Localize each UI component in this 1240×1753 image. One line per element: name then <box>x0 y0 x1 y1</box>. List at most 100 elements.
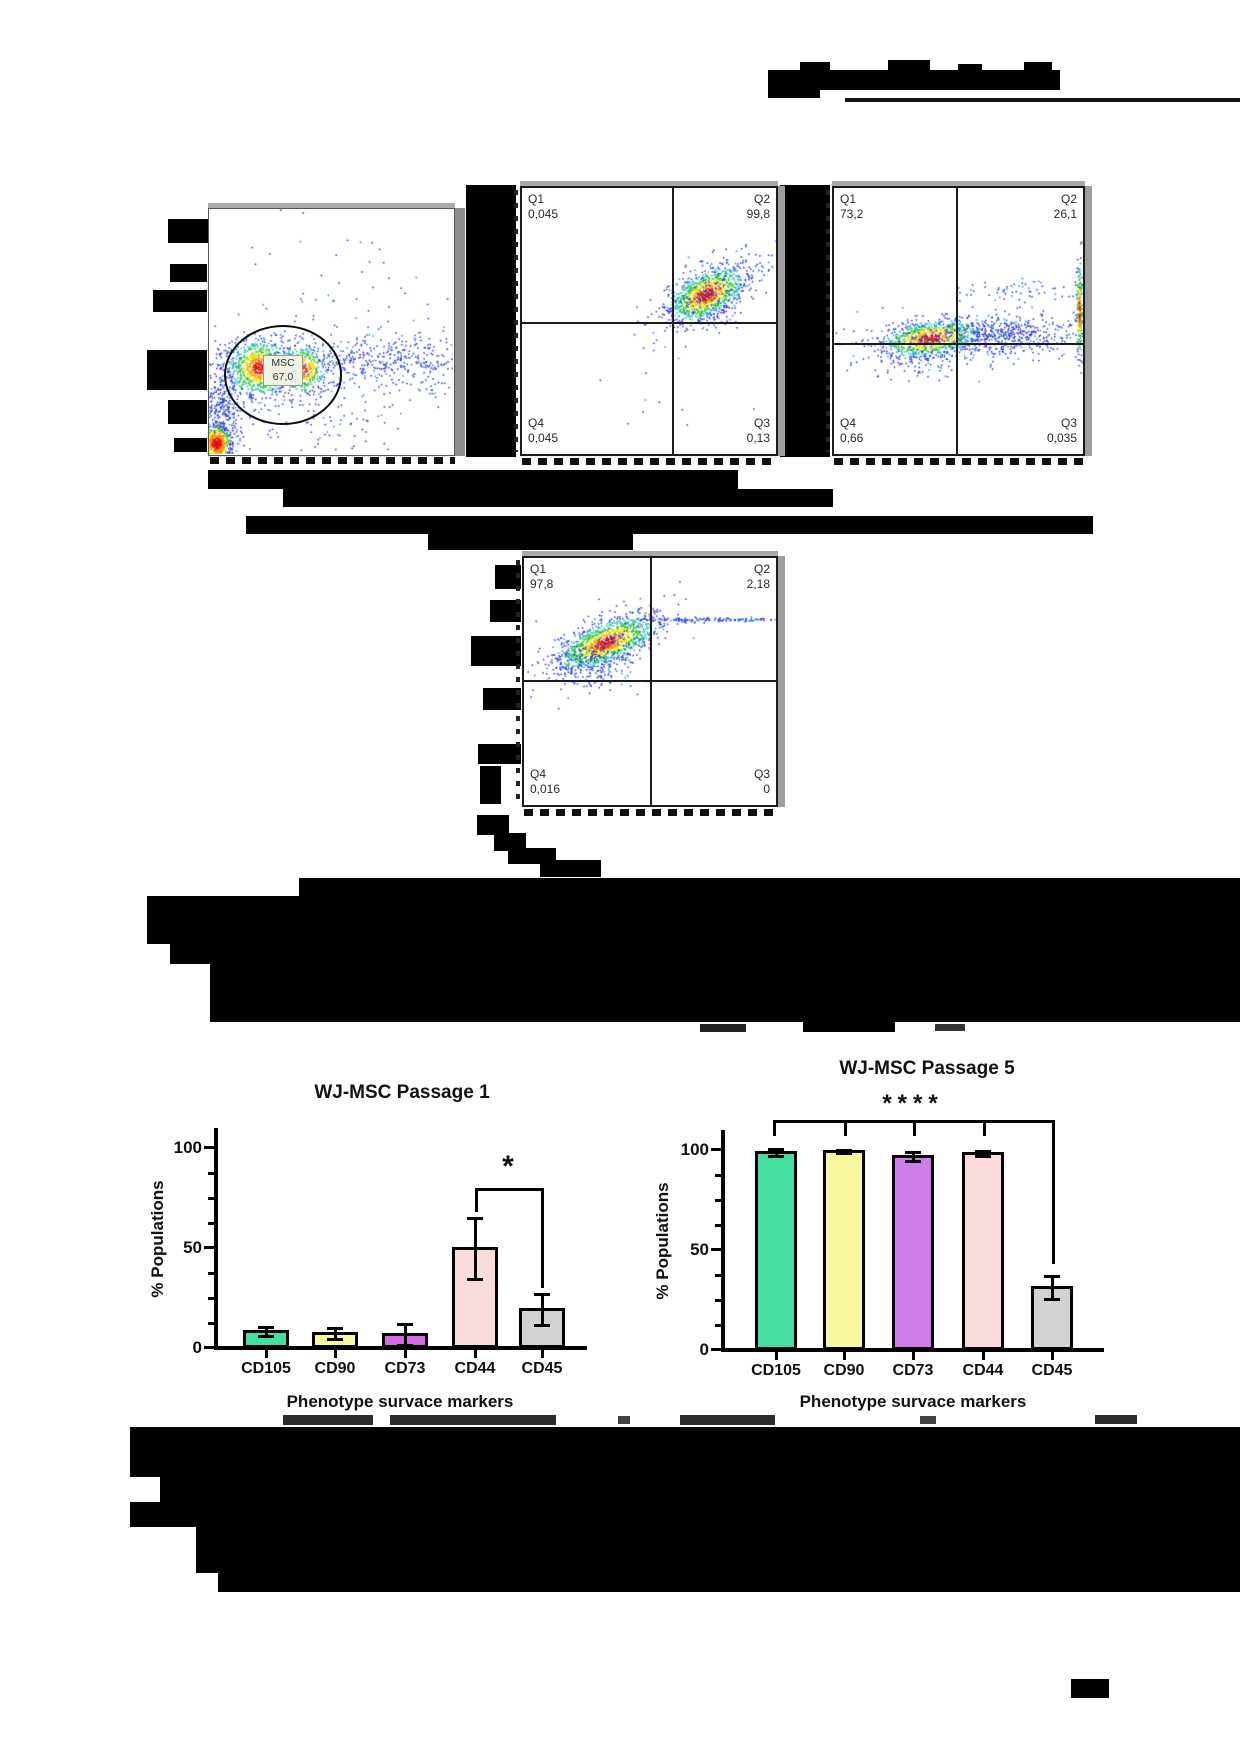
redaction-block <box>160 1477 1240 1502</box>
quadrant-divider-vertical <box>672 188 674 454</box>
significance-bracket-drop <box>1052 1120 1055 1264</box>
y-tick-label: 50 <box>690 1240 709 1259</box>
redaction-block <box>478 744 521 764</box>
quadrant-label-q2: Q2 26,1 <box>1053 192 1077 221</box>
error-bar-cap <box>975 1155 991 1158</box>
redaction-block <box>480 766 501 804</box>
x-axis-line <box>721 1348 1104 1352</box>
y-minor-tick <box>208 1222 214 1225</box>
error-bar-cap <box>905 1160 921 1163</box>
error-bar-cap <box>467 1278 483 1281</box>
error-bar-line <box>333 1328 337 1340</box>
redaction-block <box>130 1502 1240 1527</box>
y-minor-tick <box>208 1297 214 1300</box>
x-axis-tick-strip <box>522 458 778 465</box>
x-tick <box>473 1350 477 1358</box>
y-minor-tick <box>208 1197 214 1200</box>
x-tick <box>540 1350 544 1358</box>
redaction-block <box>768 70 1060 90</box>
bar-cd45 <box>519 1308 565 1348</box>
bar-cd44 <box>962 1152 1004 1350</box>
redaction-block <box>680 1415 775 1425</box>
redaction-block <box>174 438 207 452</box>
y-minor-tick <box>715 1274 721 1277</box>
x-tick-label-cd105: CD105 <box>241 1360 291 1377</box>
msc-gate-label: MSC 67,0 <box>263 355 303 387</box>
error-bar-cap <box>836 1149 852 1152</box>
error-bar-cap <box>534 1324 550 1327</box>
quadrant-divider-vertical <box>956 188 958 454</box>
y-minor-tick <box>715 1324 721 1327</box>
error-bar-cap <box>836 1152 852 1155</box>
error-bar-line <box>403 1324 407 1346</box>
redaction-block <box>471 636 521 666</box>
quadrant-divider-horizontal <box>522 322 776 324</box>
x-tick-label-cd73: CD73 <box>384 1360 426 1377</box>
error-bar-cap <box>768 1148 784 1151</box>
y-tick-label: 0 <box>192 1338 202 1357</box>
quadrant-label-q2: Q2 2,18 <box>746 562 770 591</box>
x-axis-line <box>214 1346 587 1350</box>
flow-plot-2: Q1 0,045 Q2 99,8 Q4 0,045 Q3 0,13 <box>520 186 778 456</box>
x-tick-label-cd45: CD45 <box>521 1360 563 1377</box>
flow-scatter-canvas <box>209 209 453 454</box>
y-major-tick <box>204 1246 214 1249</box>
y-minor-tick <box>208 1272 214 1275</box>
redaction-block <box>935 1024 965 1031</box>
x-tick <box>264 1350 268 1358</box>
redaction-block <box>700 1024 746 1032</box>
significance-label: **** <box>882 1090 944 1117</box>
y-minor-tick <box>715 1199 721 1202</box>
error-bar-cap <box>327 1338 343 1341</box>
redaction-block <box>153 290 207 312</box>
y-minor-tick <box>715 1299 721 1302</box>
x-axis-tick-strip <box>524 809 778 816</box>
plot-chrome-strip <box>522 551 778 556</box>
quadrant-label-q1: Q1 0,045 <box>528 192 559 221</box>
significance-bracket-tick <box>913 1120 916 1136</box>
redaction-block <box>1024 62 1052 72</box>
y-minor-tick <box>715 1174 721 1177</box>
y-axis-line <box>721 1130 725 1352</box>
y-axis-tick-strip <box>514 190 518 452</box>
y-axis-tick-strip <box>826 190 830 452</box>
plot-chrome-strip <box>520 181 778 186</box>
x-tick-label-cd45: CD45 <box>1031 1362 1073 1379</box>
error-bar-cap <box>258 1335 274 1338</box>
redaction-block <box>170 264 207 282</box>
flow-plot-3: Q1 73,2 Q2 26,1 Q4 0,66 Q3 0,035 <box>832 186 1085 456</box>
redaction-block <box>218 1573 1240 1592</box>
x-tick-label-cd90: CD90 <box>823 1362 865 1379</box>
error-bar-line <box>911 1152 915 1162</box>
y-major-tick <box>711 1148 721 1151</box>
plot-chrome-strip <box>832 181 1085 186</box>
significance-label: * <box>502 1150 514 1183</box>
significance-bracket-tick <box>844 1120 847 1136</box>
x-tick <box>911 1352 915 1360</box>
x-tick <box>333 1350 337 1358</box>
redaction-block <box>147 896 1240 944</box>
quadrant-label-q3: Q3 0,13 <box>746 416 770 445</box>
y-tick-label: 100 <box>680 1140 709 1159</box>
x-axis-tick-strip <box>210 457 455 464</box>
error-bar-cap <box>467 1217 483 1220</box>
error-bar-cap <box>768 1155 784 1158</box>
y-major-tick <box>711 1348 721 1351</box>
plot-chrome-strip <box>1085 186 1092 456</box>
redaction-block <box>299 878 1240 898</box>
x-tick <box>774 1352 778 1360</box>
y-minor-tick <box>208 1322 214 1325</box>
y-minor-tick <box>715 1224 721 1227</box>
error-bar-cap <box>258 1326 274 1329</box>
y-tick-label: 0 <box>699 1340 709 1359</box>
redaction-block <box>800 62 830 72</box>
significance-bracket-drop <box>541 1188 544 1288</box>
chart1-title: WJ-MSC Passage 1 <box>314 1082 490 1103</box>
gate-value: 67,0 <box>272 370 294 383</box>
quadrant-label-q4: Q4 0,66 <box>840 416 864 445</box>
error-bar-line <box>774 1149 778 1157</box>
y-tick-label: 100 <box>173 1138 202 1157</box>
quadrant-label-q1: Q1 73,2 <box>840 192 864 221</box>
error-bar-cap <box>1044 1275 1060 1278</box>
